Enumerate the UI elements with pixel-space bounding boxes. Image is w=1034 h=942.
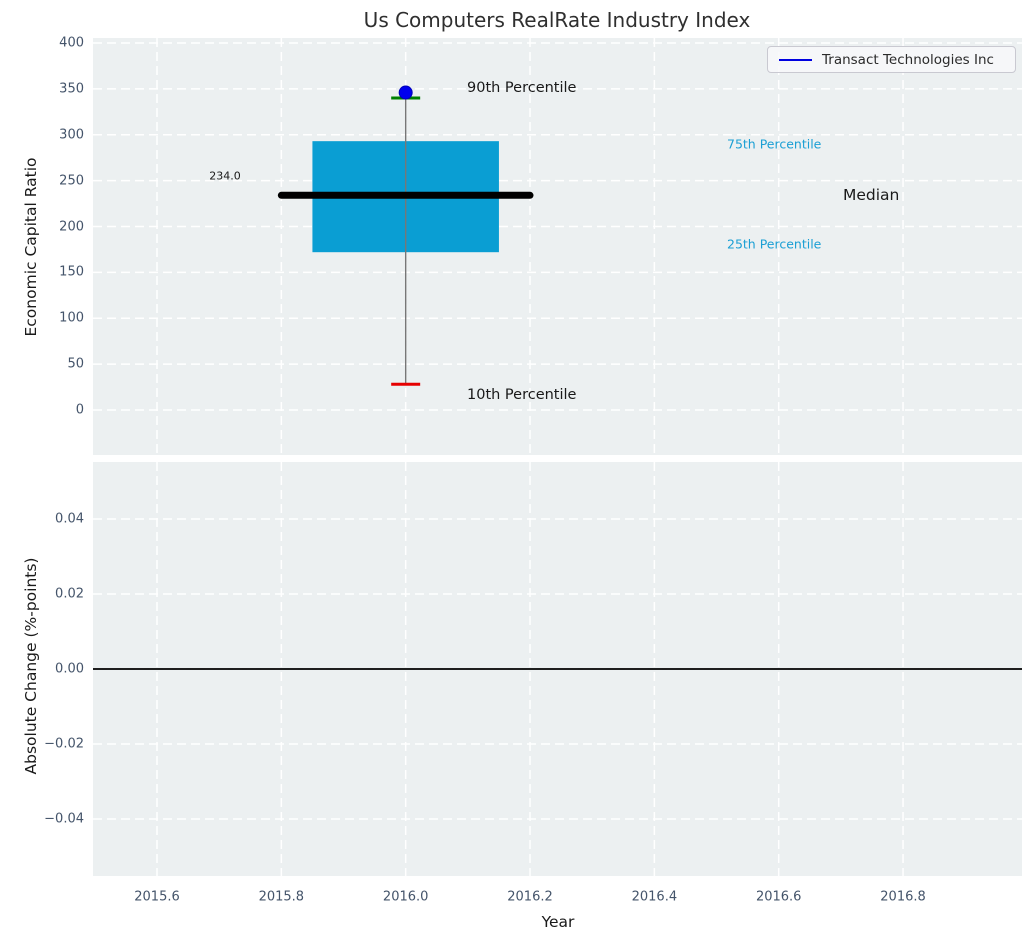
annotation-10th-percentile: 10th Percentile — [467, 387, 577, 403]
company-point — [398, 85, 413, 100]
top-ytick-label: 150 — [59, 264, 84, 280]
xtick-label: 2015.6 — [134, 889, 180, 905]
xtick-label: 2016.2 — [507, 889, 553, 905]
bottom-ytick-label: 0.00 — [55, 661, 84, 677]
annotation-75th-percentile: 75th Percentile — [727, 136, 822, 152]
legend-entry-label: Transact Technologies Inc — [822, 51, 994, 68]
top-ytick-label: 100 — [59, 310, 84, 326]
bottom-ytick-label: −0.04 — [44, 811, 84, 827]
chart-title: Us Computers RealRate Industry Index — [363, 8, 751, 32]
top-ytick-label: 400 — [59, 35, 84, 51]
bottom-ytick-label: 0.02 — [55, 586, 84, 602]
bottom-ytick-label: −0.02 — [44, 736, 84, 752]
annotation-90th-percentile: 90th Percentile — [467, 80, 577, 96]
xtick-label: 2016.0 — [382, 889, 429, 905]
legend-line-sample — [779, 58, 812, 61]
annotation-25th-percentile: 25th Percentile — [727, 236, 822, 252]
bottom-ytick-label: 0.04 — [55, 511, 84, 527]
xtick-label: 2015.8 — [258, 889, 305, 905]
annotation-median: Median — [843, 186, 900, 204]
top-axes-background — [93, 38, 1022, 455]
xtick-label: 2016.6 — [755, 889, 802, 905]
top-ytick-label: 0 — [75, 402, 84, 418]
legend: Transact Technologies Inc — [767, 46, 1016, 73]
median-value-label: 234.0 — [209, 169, 241, 183]
xtick-label: 2016.8 — [880, 889, 926, 905]
top-ytick-label: 50 — [67, 356, 84, 372]
top-ytick-label: 250 — [59, 173, 84, 189]
x-axis-label: Year — [541, 913, 575, 931]
top-ytick-label: 300 — [59, 127, 84, 143]
top-ytick-label: 350 — [59, 81, 84, 97]
top-ytick-label: 200 — [59, 219, 84, 234]
xtick-label: 2016.4 — [631, 889, 678, 905]
